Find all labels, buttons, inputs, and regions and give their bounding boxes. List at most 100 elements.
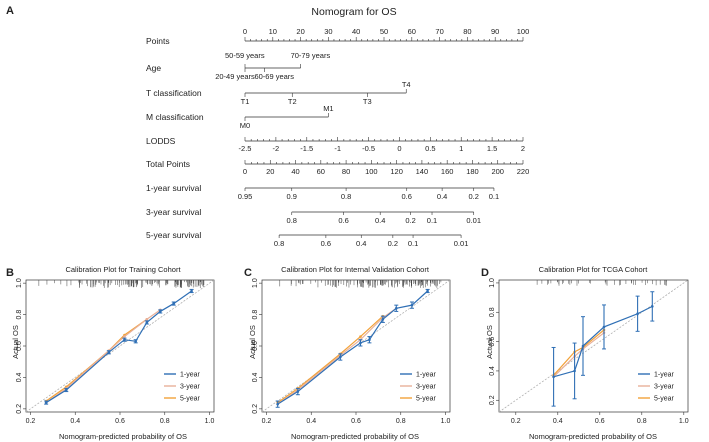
m-classification-category-label: M1 — [323, 104, 333, 113]
calibration-training-title: Calibration Plot for Training Cohort — [65, 265, 181, 274]
calibration-tcga-ytick-label: 1.0 — [489, 278, 496, 288]
calibration-validation-legend-label-5-year: 5-year — [416, 396, 437, 403]
total-points-tick-label: 120 — [390, 167, 403, 176]
1-year-survival-tick-label: 0.1 — [489, 192, 499, 201]
calibration-training-panel: Calibration Plot for Training Cohort Nom… — [11, 265, 214, 441]
calibration-validation-ytick-label: 0.4 — [252, 372, 259, 382]
calibration-training-xtick-label: 0.4 — [70, 418, 80, 425]
calibration-training-1-year-point — [158, 310, 162, 313]
calibration-validation-ytick-label: 0.6 — [252, 341, 259, 351]
calibration-training-1-year-point — [190, 289, 193, 293]
calibration-validation-1-year-point — [339, 355, 342, 359]
calibration-validation-xtick-label: 1.0 — [441, 418, 451, 425]
calibration-training-ytick-label: 1.0 — [16, 278, 23, 288]
calibration-tcga-legend-label-5-year: 5-year — [654, 396, 675, 403]
calibration-validation-1-year-point — [410, 303, 414, 307]
calibration-tcga-xtick-label: 0.2 — [511, 418, 521, 425]
calibration-training-3-year-point — [145, 317, 149, 321]
total-points-tick-label: 100 — [365, 167, 378, 176]
5-year-survival-tick-label: 0.1 — [408, 239, 418, 248]
total-points-tick-label: 20 — [266, 167, 274, 176]
total-points-tick-label: 180 — [466, 167, 479, 176]
calibration-training-xtick-label: 0.8 — [160, 418, 170, 425]
calibration-training-xtick-label: 0.2 — [26, 418, 36, 425]
total-points-label: Total Points — [146, 159, 190, 169]
calibration-training-ideal-line — [25, 279, 215, 413]
t-classification-label: T classification — [146, 88, 202, 98]
calibration-tcga-3-year-line — [553, 332, 605, 378]
lodds-tick-label: 0.5 — [425, 144, 435, 153]
calibration-training-3-year-point — [123, 335, 126, 338]
total-points-tick-label: 80 — [342, 167, 350, 176]
calibration-validation-1-year-point — [381, 317, 385, 321]
calibration-training-3-year-line — [45, 309, 161, 404]
calibration-tcga-1-year-point — [573, 369, 576, 373]
calibration-tcga-frame — [498, 279, 689, 413]
age-label: Age — [146, 63, 161, 73]
calibration-tcga-ylabel: Actual OS — [485, 325, 494, 359]
3-year-survival-label: 3-year survival — [146, 207, 201, 217]
1-year-survival-tick-label: 0.95 — [238, 192, 253, 201]
calibration-tcga-title: Calibration Plot for TCGA Cohort — [539, 265, 649, 274]
calibration-tcga-legend-label-1-year: 1-year — [654, 372, 675, 379]
calibration-tcga-legend-label-3-year: 3-year — [654, 384, 675, 391]
points-tick-label: 90 — [491, 27, 499, 36]
calibration-validation-1-year-point — [394, 306, 398, 310]
calibration-training-legend-label-3-year: 3-year — [180, 384, 201, 391]
points-tick-label: 60 — [408, 27, 416, 36]
points-tick-label: 30 — [324, 27, 332, 36]
m-classification-category-label: M0 — [240, 121, 250, 130]
3-year-survival-tick-label: 0.2 — [405, 216, 415, 225]
points-tick-label: 10 — [269, 27, 277, 36]
calibration-validation-1-year-point — [296, 390, 300, 393]
points-label: Points — [146, 36, 170, 46]
1-year-survival-label: 1-year survival — [146, 183, 201, 193]
calibration-validation-ytick-label: 0.8 — [252, 310, 259, 320]
calibration-tcga-1-year-point — [602, 325, 606, 329]
3-year-survival-tick-label: 0.1 — [427, 216, 437, 225]
lodds-tick-label: 0 — [397, 144, 401, 153]
calibration-training-ytick-label: 0.2 — [16, 404, 23, 414]
calibration-training-1-year-point — [134, 339, 137, 343]
calibration-validation-title: Calibration Plot for Internal Validation… — [281, 265, 430, 274]
3-year-survival-tick-label: 0.8 — [287, 216, 297, 225]
calibration-tcga-xlabel: Nomogram-predicted probability of OS — [529, 432, 657, 441]
calibration-tcga-ytick-label: 0.2 — [489, 395, 496, 405]
age-category-label: 20-49 years — [215, 72, 255, 81]
5-year-survival-tick-label: 0.01 — [454, 239, 469, 248]
calibration-tcga-xtick-label: 0.6 — [595, 418, 605, 425]
points-tick-label: 20 — [296, 27, 304, 36]
nomogram-title: Nomogram for OS — [311, 6, 396, 18]
age-category-label: 70-79 years — [291, 51, 331, 60]
calibration-validation-xlabel: Nomogram-predicted probability of OS — [291, 432, 419, 441]
1-year-survival-tick-label: 0.8 — [341, 192, 351, 201]
calibration-tcga-ytick-label: 0.8 — [489, 307, 496, 317]
calibration-training-1-year-point — [145, 321, 149, 324]
calibration-validation-panel: Calibration Plot for Internal Validation… — [248, 265, 450, 441]
points-tick-label: 100 — [517, 27, 530, 36]
calibration-training-1-year-point — [64, 388, 68, 392]
t-classification-category-label: T4 — [402, 80, 411, 89]
calibration-validation-legend-label-1-year: 1-year — [416, 372, 437, 379]
3-year-survival-tick-label: 0.4 — [375, 216, 385, 225]
lodds-label: LODDS — [146, 136, 176, 146]
calibration-training-ylabel: Actual OS — [11, 325, 20, 359]
total-points-tick-label: 40 — [291, 167, 299, 176]
total-points-tick-label: 140 — [416, 167, 429, 176]
5-year-survival-tick-label: 0.4 — [356, 239, 366, 248]
calibration-tcga-ytick-label: 0.6 — [489, 337, 496, 347]
total-points-tick-label: 200 — [491, 167, 504, 176]
calibration-validation-ytick-label: 1.0 — [252, 278, 259, 288]
calibration-training-xtick-label: 0.6 — [115, 418, 125, 425]
age-category-label: 50-59 years — [225, 51, 265, 60]
calibration-tcga-xtick-label: 0.4 — [553, 418, 563, 425]
calibration-tcga-xtick-label: 1.0 — [679, 418, 689, 425]
total-points-tick-label: 160 — [441, 167, 454, 176]
3-year-survival-tick-label: 0.01 — [466, 216, 481, 225]
total-points-tick-label: 220 — [517, 167, 530, 176]
lodds-tick-label: 1 — [459, 144, 463, 153]
calibration-training-1-year-point — [123, 338, 126, 342]
total-points-tick-label: 0 — [243, 167, 247, 176]
lodds-tick-label: 1.5 — [487, 144, 497, 153]
